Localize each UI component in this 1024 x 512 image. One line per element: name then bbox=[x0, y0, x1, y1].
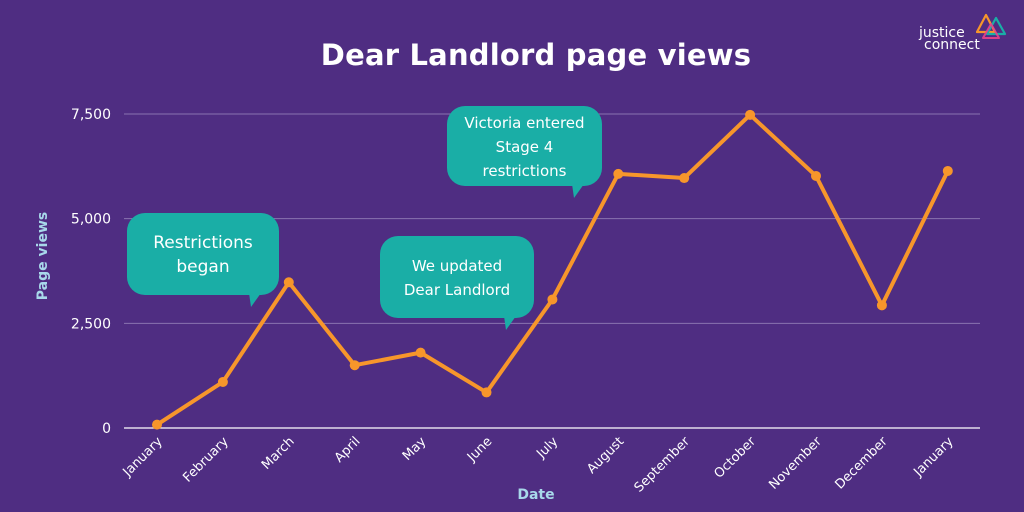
chart-title: Dear Landlord page views bbox=[320, 38, 752, 72]
data-point bbox=[876, 300, 887, 311]
triangle-logo-icon bbox=[976, 13, 1007, 39]
x-tick-label: May bbox=[400, 434, 430, 464]
callout-tail bbox=[572, 184, 584, 198]
callout-bubble bbox=[127, 213, 279, 295]
callout-text: Dear Landlord bbox=[404, 281, 510, 299]
x-tick-label: April bbox=[332, 434, 364, 466]
data-point bbox=[283, 277, 294, 288]
x-tick-label: July bbox=[533, 434, 561, 462]
annotation-callout: Restrictions began bbox=[127, 213, 279, 307]
data-point bbox=[942, 165, 953, 176]
brand-logo: justice connect bbox=[916, 12, 1016, 56]
x-tick-label: October bbox=[712, 434, 760, 482]
data-point bbox=[152, 419, 162, 430]
annotation-callout: Victoria entered Stage 4 restrictions bbox=[447, 106, 602, 198]
x-tick-label: August bbox=[584, 434, 627, 477]
data-point bbox=[613, 168, 624, 179]
data-point bbox=[415, 347, 426, 358]
x-tick-label: September bbox=[632, 434, 694, 496]
x-tick-label: March bbox=[259, 434, 298, 473]
x-tick-label: February bbox=[180, 434, 232, 486]
callout-text: restrictions bbox=[483, 162, 567, 180]
y-tick-label: 0 bbox=[102, 421, 111, 437]
data-point bbox=[811, 170, 821, 181]
data-point bbox=[745, 109, 756, 120]
callout-text: began bbox=[176, 257, 229, 277]
callout-bubble bbox=[447, 106, 602, 186]
x-tick-label: December bbox=[832, 434, 891, 493]
y-tick-label: 7,500 bbox=[71, 107, 111, 123]
y-tick-label: 5,000 bbox=[71, 212, 111, 228]
data-point bbox=[547, 294, 558, 305]
x-tick-label: June bbox=[464, 434, 495, 465]
x-tick-label: January bbox=[120, 434, 166, 480]
callout-text: Victoria entered bbox=[464, 114, 584, 132]
y-tick-label: 2,500 bbox=[71, 316, 111, 332]
data-point bbox=[217, 376, 228, 387]
data-point bbox=[679, 173, 690, 184]
callout-text: We updated bbox=[412, 257, 502, 275]
x-tick-label: November bbox=[766, 434, 825, 493]
annotation-callout: We updated Dear Landlord bbox=[380, 236, 534, 330]
x-tick-label: January bbox=[910, 434, 956, 480]
data-point bbox=[481, 387, 492, 398]
callout-tail bbox=[249, 293, 261, 307]
y-axis-title: Page views bbox=[35, 212, 51, 300]
x-axis-title: Date bbox=[517, 487, 554, 503]
callout-tail bbox=[504, 316, 516, 330]
callout-text: Restrictions bbox=[153, 233, 253, 253]
callout-bubble bbox=[380, 236, 534, 318]
brand-name-line-1: justice bbox=[919, 25, 965, 41]
callout-text: Stage 4 bbox=[496, 138, 554, 156]
brand-name-line-2: connect bbox=[924, 37, 980, 53]
data-point bbox=[349, 360, 360, 371]
